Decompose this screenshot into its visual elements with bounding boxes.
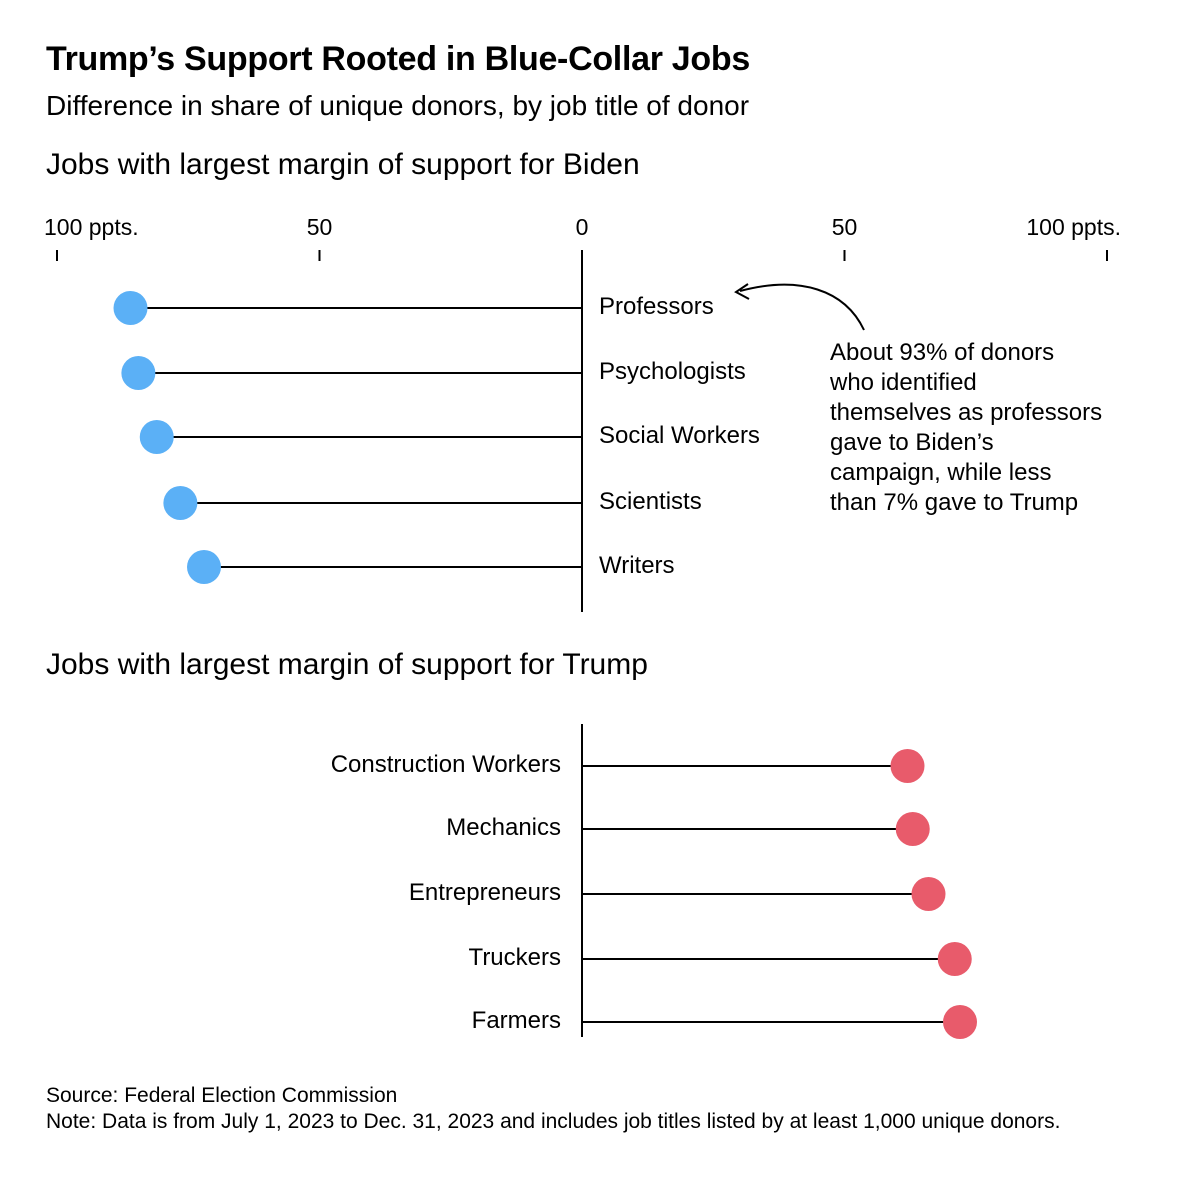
dot-writers	[187, 550, 221, 584]
category-label-writers: Writers	[599, 552, 675, 579]
chart-title: Trump’s Support Rooted in Blue-Collar Jo…	[46, 40, 750, 78]
category-label-mechanics: Mechanics	[446, 814, 561, 841]
dot-professors	[113, 291, 148, 325]
annotation-text: than 7% gave to Trump	[830, 489, 1078, 516]
dot-social-workers	[139, 420, 174, 454]
dot-mechanics	[895, 812, 930, 846]
x-tick-label: 100 ppts.	[44, 214, 139, 240]
annotation-text: campaign, while less	[830, 459, 1051, 486]
dot-construction-workers	[890, 749, 925, 783]
biden-section-title: Jobs with largest margin of support for …	[46, 148, 640, 181]
x-tick-label: 100 ppts.	[1026, 214, 1121, 240]
source-text: Source: Federal Election Commission	[46, 1084, 398, 1107]
category-label-scientists: Scientists	[599, 488, 702, 515]
dot-truckers	[937, 942, 972, 976]
dot-entrepreneurs	[911, 877, 946, 911]
dot-psychologists	[121, 356, 156, 390]
annotation-text: gave to Biden’s	[830, 429, 994, 456]
x-tick-label: 50	[307, 214, 333, 240]
annotation-arrow	[739, 283, 865, 331]
dot-farmers	[943, 1005, 977, 1039]
category-label-social-workers: Social Workers	[599, 422, 760, 449]
x-tick-label: 0	[576, 214, 589, 240]
category-label-psychologists: Psychologists	[599, 358, 746, 385]
annotation-arrow-head	[734, 283, 750, 300]
chart-subtitle: Difference in share of unique donors, by…	[46, 90, 750, 121]
category-label-farmers: Farmers	[472, 1007, 561, 1034]
note-text: Note: Data is from July 1, 2023 to Dec. …	[46, 1110, 1061, 1133]
annotation-text: themselves as professors	[830, 399, 1102, 426]
category-label-construction-workers: Construction Workers	[331, 751, 561, 778]
annotation-text: About 93% of donors	[830, 339, 1054, 366]
category-label-entrepreneurs: Entrepreneurs	[409, 879, 561, 906]
annotation-text: who identified	[829, 369, 977, 396]
dot-scientists	[163, 486, 198, 520]
category-label-professors: Professors	[599, 293, 714, 320]
x-tick-label: 50	[832, 214, 858, 240]
category-label-truckers: Truckers	[469, 944, 561, 971]
trump-section-title: Jobs with largest margin of support for …	[46, 648, 648, 681]
